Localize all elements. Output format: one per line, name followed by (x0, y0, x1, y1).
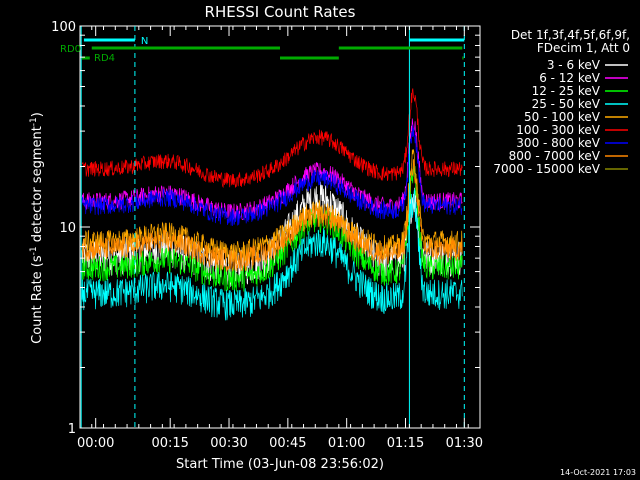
night-flag-label: N (141, 36, 148, 47)
legend-entry-label: 12 - 25 keV (532, 84, 601, 98)
rd0-flag-label: RD0 (60, 44, 81, 55)
x-tick-label: 00:15 (151, 436, 188, 451)
x-tick-label: 01:00 (328, 436, 365, 451)
x-tick-label: 00:30 (210, 436, 247, 451)
series-line-3 (81, 189, 463, 321)
series-line-5 (81, 88, 463, 189)
legend-header: Det 1f,3f,4f,5f,6f,9f, (511, 28, 630, 42)
legend-entry-label: 300 - 800 keV (516, 136, 600, 150)
legend-entry-label: 50 - 100 keV (524, 110, 601, 124)
legend-entry-label: 3 - 6 keV (547, 58, 601, 72)
legend-header: FDecim 1, Att 0 (537, 41, 630, 55)
x-axis-label: Start Time (03-Jun-08 23:56:02) (176, 457, 384, 472)
y-tick-label: 100 (51, 20, 76, 35)
series-line-2 (81, 160, 463, 292)
axis-ticks: 1 10 100 00:00 00:15 00:30 00:45 01:00 01:15 01:3… (51, 20, 483, 451)
data-traces (81, 88, 463, 321)
y-tick-label: 1 (68, 422, 76, 437)
y-axis-label-end: ) (30, 112, 45, 117)
legend-entry-label: 6 - 12 keV (539, 71, 601, 85)
x-tick-label: 01:30 (446, 436, 483, 451)
legend-entry-label: 7000 - 15000 keV (493, 162, 600, 176)
legend-entry-label: 800 - 7000 keV (509, 149, 601, 163)
rd4-flag-label: RD4 (94, 53, 115, 64)
series-line-7 (81, 158, 463, 272)
y-tick-label: 10 (59, 221, 76, 236)
series-line-6 (81, 124, 463, 227)
x-tick-label: 00:00 (77, 436, 114, 451)
legend-entry-label: 100 - 300 keV (516, 123, 600, 137)
chart-title: RHESSI Count Rates (205, 3, 356, 21)
legend-entry-label: 25 - 50 keV (532, 97, 601, 111)
y-axis-label-sup2: -1 (29, 117, 39, 126)
x-tick-label: 01:15 (387, 436, 424, 451)
y-axis-label-tail: detector segment (30, 126, 45, 246)
legend: Det 1f,3f,4f,5f,6f,9f,FDecim 1, Att 0 3 -… (493, 28, 630, 176)
y-axis-label-main: Count Rate (s (30, 255, 45, 344)
series-line-1 (81, 118, 463, 221)
flag-overlay: N RD0 RD4 (60, 26, 465, 428)
x-tick-label: 00:45 (269, 436, 306, 451)
y-axis-label: Count Rate (s-1 detector segment-1) (29, 112, 45, 344)
timestamp: 14-Oct-2021 17:03 (560, 468, 636, 477)
y-axis-label-sup: -1 (29, 246, 39, 255)
